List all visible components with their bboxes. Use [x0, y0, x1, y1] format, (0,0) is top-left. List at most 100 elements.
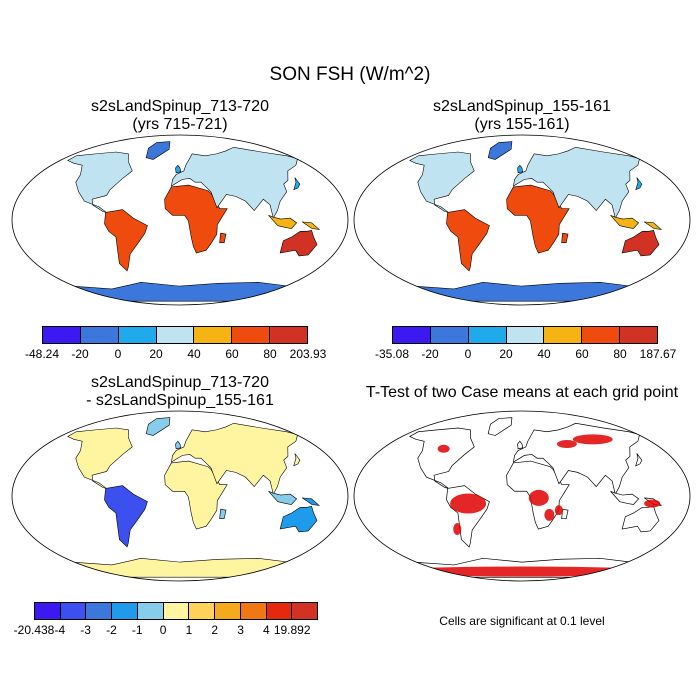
panel-2-uk-region: [517, 164, 524, 174]
panel-4-map: [353, 410, 691, 582]
panel-1-uk-region: [175, 164, 182, 174]
panel-2-japan-region: [635, 177, 643, 191]
panel-2-colorbar-tick-label: 0: [464, 347, 472, 361]
panel-1-title-line2: (yrs 715-721): [132, 116, 228, 133]
panel-3-colorbar-tick-label: -2: [106, 623, 117, 637]
panel-3-greenland-region: [145, 417, 171, 436]
panel-3-samerica-region: [104, 485, 148, 548]
panel-3-uk-region: [175, 440, 182, 450]
panel-3-colorbar-swatch-9: [265, 602, 293, 620]
panel-3-colorbar-tick-label: 3: [237, 623, 244, 637]
panel-4-namerica-region: [409, 427, 475, 489]
panel-2-colorbar-swatch-3: [505, 326, 545, 344]
panel-2-colorbar-tick-label: 80: [613, 347, 627, 361]
panel-3-colorbar-swatch-4: [136, 602, 164, 620]
panel-2-colorbar-labels: -35.08 -20 0 20 40 60 80 187.67: [375, 347, 676, 361]
panel-3-colorbar-tick-label: 0: [159, 623, 167, 637]
panel-1-colorbar-tick-label: 80: [263, 347, 277, 361]
panel-2-colorbar-tick-label: 20: [499, 347, 513, 361]
panel-1-colorbar-tick-label: -48.24: [24, 347, 60, 361]
panel-2-colorbar-tick-label: -20: [421, 347, 439, 361]
significance-note: Cells are significant at 0.1 level: [439, 614, 605, 628]
panel-1-japan-region: [293, 177, 301, 191]
panel-2-greenland-region: [487, 141, 513, 160]
panel-3-colorbar-tick-label: -3: [80, 623, 91, 637]
panel-4-madagascar-region: [561, 508, 569, 520]
panel-1-title-line1: s2sLandSpinup_713-720: [91, 98, 269, 115]
panel-3-eurasia-region: [171, 422, 298, 495]
panel-4-significant-area: [572, 434, 613, 445]
panel-3-colorbar-tick-label: 2: [211, 623, 219, 637]
panel-2-colorbar-swatch-6: [619, 326, 659, 344]
panel-4-australia-region: [621, 505, 660, 533]
panel-2-colorbar-swatch-4: [543, 326, 583, 344]
panel-2-samerica-region: [446, 209, 490, 272]
panel-2-title-line2: (yrs 155-161): [474, 116, 570, 133]
panel-1-colorbar-swatch-4: [193, 326, 233, 344]
panel-3-colorbar-swatch-2: [85, 602, 113, 620]
panel-3-africa-region: [164, 460, 228, 530]
panel-3-japan-region: [293, 453, 301, 467]
panel-2-colorbar-tick-label: -35.08: [374, 347, 410, 361]
panel-3-colorbar-tick-label: 4: [263, 623, 270, 637]
panel-2-colorbar: [392, 326, 659, 344]
panel-1-colorbar-tick-label: 0: [114, 347, 122, 361]
panel-4-significant-area: [544, 508, 555, 521]
panel-2-namerica-region: [409, 151, 475, 213]
panel-4-title: T-Test of two Case means at each grid po…: [365, 384, 679, 401]
panel-3-colorbar-tick-label: -4: [54, 623, 66, 637]
panel-4-indonesia-region: [610, 490, 640, 505]
panel-1-title: s2sLandSpinup_713-720 (yrs 715-721): [10, 98, 350, 134]
panel-1-colorbar-swatch-1: [79, 326, 119, 344]
panel-3-colorbar-tick-label: -20.438: [13, 623, 55, 637]
panel-4-significant-area: [528, 489, 549, 506]
panel-3-newguinea-region: [302, 497, 321, 506]
panel-3-colorbar-tick-label: 19.892: [273, 623, 311, 637]
panel-2-title-line1: s2sLandSpinup_155-161: [433, 98, 611, 115]
panel-3-colorbar-swatch-1: [59, 602, 87, 620]
panel-2-africa-region: [506, 184, 570, 254]
panel-4-significant-area: [382, 566, 662, 577]
panel-3-colorbar-swatch-7: [214, 602, 241, 620]
panel-3-colorbar-labels: -20.438 -4 -3 -2 -1 0 1 2 3 4 19.892: [14, 623, 318, 637]
panel-3-map: [11, 410, 349, 582]
panel-3-colorbar-swatch-5: [162, 602, 190, 620]
panel-3-map-border: [11, 410, 349, 582]
panel-3-colorbar-swatch-6: [188, 602, 216, 620]
panel-2-colorbar-swatch-1: [429, 326, 469, 344]
panel-2-newguinea-region: [644, 221, 663, 230]
panel-1-newguinea-region: [302, 221, 321, 230]
panel-3-indonesia-region: [268, 490, 298, 505]
panel-4-significant-area: [644, 499, 661, 508]
panel-1-colorbar-tick-label: -20: [71, 347, 89, 361]
panel-3-colorbar: [34, 602, 319, 620]
panel-2-indonesia-region: [610, 214, 640, 229]
panel-1-colorbar-tick-label: 40: [187, 347, 201, 361]
panel-3-antarctica-region: [70, 558, 290, 578]
panel-2-colorbar-tick-label: 187.67: [639, 347, 677, 361]
panel-1-colorbar-tick-label: 60: [225, 347, 239, 361]
panel-3-title-line2: - s2sLandSpinup_155-161: [86, 392, 274, 409]
panel-2-colorbar-swatch-2: [467, 326, 507, 344]
panel-4-greenland-region: [487, 417, 513, 436]
panel-2-title: s2sLandSpinup_155-161 (yrs 155-161): [352, 98, 692, 134]
panel-1-colorbar-swatch-5: [231, 326, 271, 344]
panel-2-australia-region: [621, 230, 660, 257]
panel-2-antarctica-region: [412, 282, 632, 302]
figure-title: SON FSH (W/m^2): [269, 64, 431, 85]
panel-2-colorbar-tick-label: 40: [537, 347, 551, 361]
panel-2-madagascar-region: [561, 232, 569, 243]
panel-2-colorbar-swatch-0: [392, 326, 431, 344]
panel-3-title: s2sLandSpinup_713-720 - s2sLandSpinup_15…: [10, 374, 350, 410]
panel-3-colorbar-swatch-8: [239, 602, 267, 620]
panel-4-japan-region: [635, 453, 643, 467]
panel-1-antarctica-region: [70, 282, 290, 302]
panel-3-colorbar-swatch-10: [291, 602, 319, 620]
panel-1-colorbar-tick-label: 203.93: [289, 347, 327, 361]
panel-3-australia-region: [279, 506, 318, 533]
panel-1-colorbar: [42, 326, 309, 344]
panel-3-colorbar-tick-label: 1: [185, 623, 193, 637]
panel-1-africa-region: [164, 184, 228, 254]
panel-1-madagascar-region: [219, 232, 227, 243]
panel-3-colorbar-tick-label: -1: [131, 623, 143, 637]
